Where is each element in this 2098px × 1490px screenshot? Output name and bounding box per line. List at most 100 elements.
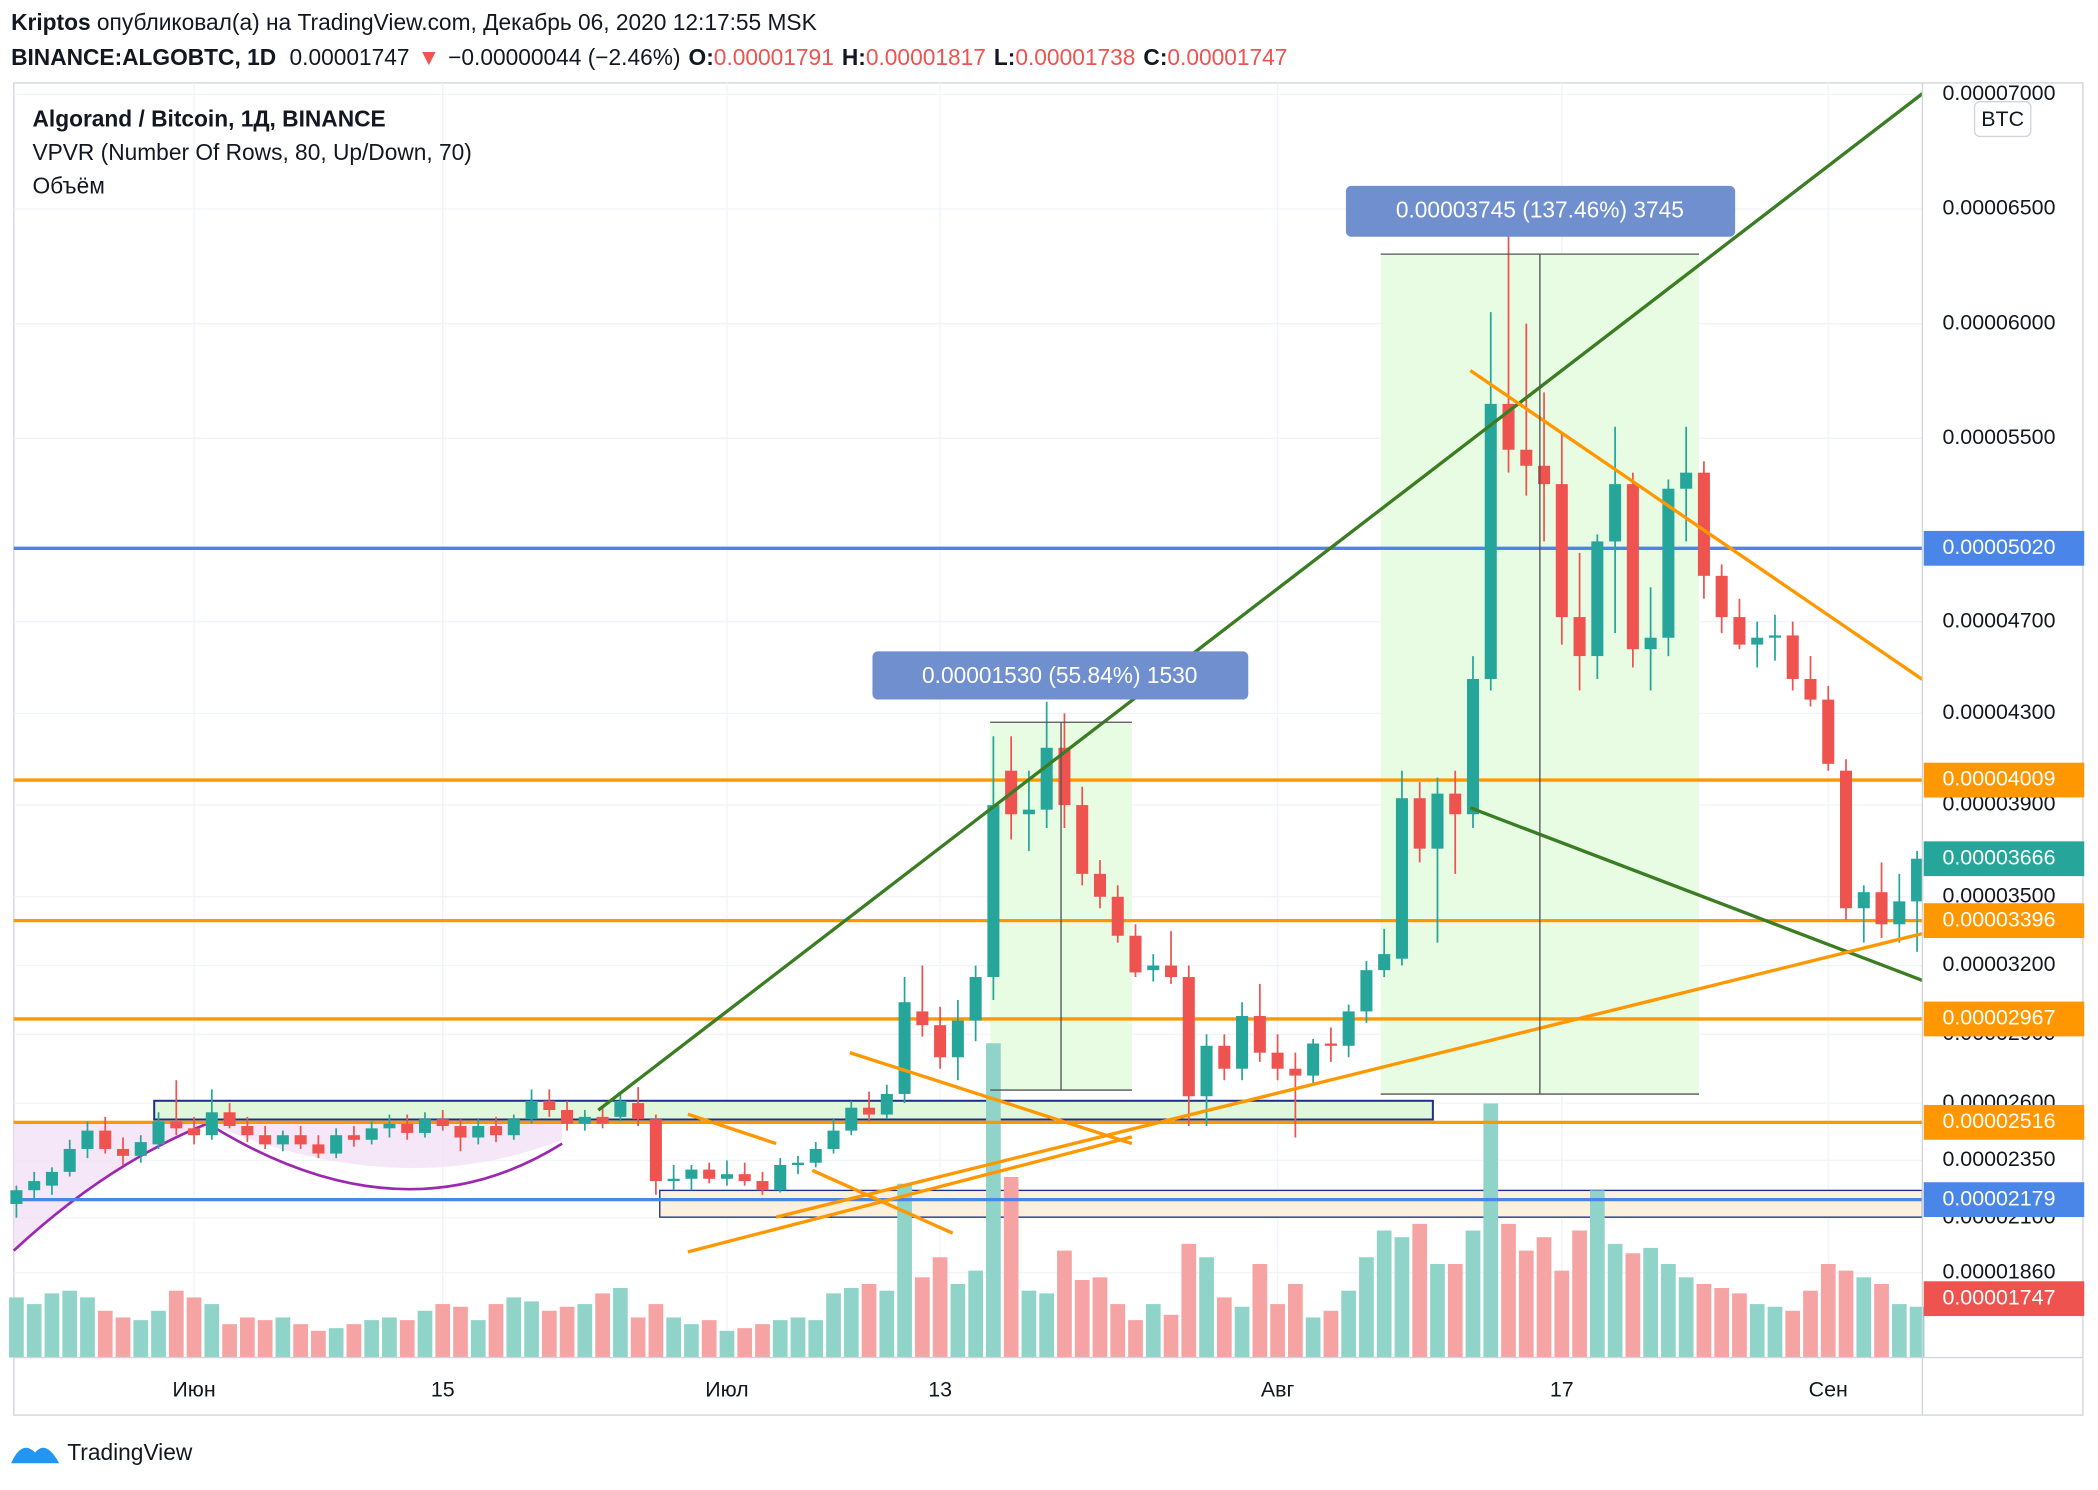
candle-body — [1715, 575, 1728, 618]
volume-bar — [1234, 1306, 1250, 1358]
volume-bar — [1856, 1277, 1872, 1358]
volume-bar — [9, 1297, 24, 1358]
candle-body — [1253, 1015, 1266, 1053]
arrow-line — [849, 1051, 1133, 1146]
ohlc-value: 0.00001791 — [714, 44, 834, 70]
volume-bar — [1092, 1277, 1108, 1358]
candle-body — [578, 1116, 591, 1124]
price-badge — [1923, 1182, 2085, 1218]
candle-body — [1360, 970, 1373, 1012]
volume-bar — [44, 1293, 60, 1358]
volume-bar — [648, 1304, 664, 1358]
volume-bar — [1749, 1304, 1765, 1358]
volume-bar — [293, 1324, 308, 1358]
change: −0.00000044 (−2.46%) — [448, 44, 680, 70]
price-badge — [1923, 1104, 2085, 1140]
candle-body — [436, 1119, 449, 1127]
volume-bar — [613, 1288, 628, 1358]
candle-body — [596, 1116, 609, 1124]
x-tick-label: Авг — [1261, 1378, 1295, 1402]
candle-body — [614, 1100, 627, 1117]
price-badge — [1923, 762, 2085, 798]
volume-bar — [1270, 1304, 1285, 1358]
candle-body — [205, 1112, 218, 1136]
volume-bar — [1518, 1250, 1534, 1358]
volume-bar — [1785, 1310, 1801, 1358]
x-tick-label: Июл — [705, 1378, 748, 1402]
candle-body — [649, 1119, 662, 1182]
candle-body — [1040, 747, 1053, 810]
price-badge-label: 0.00003666 — [1942, 845, 2055, 869]
candle-body — [809, 1148, 822, 1163]
candle-body — [1111, 896, 1124, 936]
candle-body — [1022, 809, 1035, 815]
volume-bar — [772, 1320, 788, 1358]
x-tick-label: 17 — [1550, 1378, 1574, 1402]
volume-bar — [1412, 1223, 1428, 1358]
y-tick-label: 0.00005500 — [1942, 425, 2055, 449]
volume-bar — [1767, 1306, 1783, 1358]
levels — [13, 546, 1923, 1202]
candle-body — [188, 1128, 201, 1136]
volume-bar — [755, 1324, 770, 1358]
candle-body — [1218, 1045, 1231, 1069]
candle-body — [507, 1119, 520, 1136]
volume-bar — [1891, 1304, 1907, 1358]
candle-body — [934, 1025, 947, 1058]
volume-bar — [950, 1284, 966, 1358]
candle-body — [880, 1093, 893, 1115]
volume-bar — [524, 1301, 539, 1358]
volume-bar — [1216, 1297, 1232, 1358]
candle-body — [1893, 901, 1906, 925]
candle-body — [134, 1142, 147, 1156]
volume-bar — [630, 1317, 646, 1358]
volume-bar — [1288, 1284, 1303, 1358]
volume-bar — [1803, 1290, 1818, 1358]
candle-body — [1431, 793, 1444, 849]
candle-body — [28, 1181, 41, 1191]
candle-body — [1733, 617, 1746, 645]
volume-bar — [1394, 1237, 1410, 1358]
volume-bar — [488, 1304, 504, 1358]
ohlc-label: L: — [994, 44, 1015, 70]
candle-body — [1129, 935, 1142, 973]
candle-body — [1413, 798, 1426, 849]
chart-frame — [13, 82, 2084, 1416]
price-badge-label: 0.00001747 — [1942, 1285, 2055, 1309]
candle-body — [1093, 873, 1106, 897]
y-tick-label: 0.00001860 — [1942, 1259, 2055, 1283]
symbol: BINANCE:ALGOBTC, 1D — [11, 44, 276, 70]
volume-bar — [97, 1310, 113, 1358]
candle-body — [1076, 805, 1089, 874]
candle-body — [1182, 977, 1195, 1097]
candle-body — [1395, 798, 1408, 959]
volume-bar — [1305, 1317, 1321, 1358]
candle-body — [1680, 472, 1693, 489]
candle-body — [63, 1148, 76, 1172]
volume-bar — [186, 1297, 202, 1358]
candle-body — [845, 1107, 858, 1131]
range-box — [659, 1189, 1924, 1218]
candle-body — [667, 1178, 680, 1182]
volume-bar — [1447, 1263, 1463, 1358]
volume-bar — [1359, 1257, 1374, 1358]
volume-bar — [204, 1304, 220, 1358]
volume-bar — [1536, 1237, 1552, 1358]
volume-bar — [1181, 1243, 1197, 1358]
candle-body — [1289, 1068, 1302, 1076]
volume-bar — [1589, 1190, 1605, 1358]
volume-bar — [1643, 1247, 1658, 1358]
volume-bar — [1465, 1230, 1481, 1358]
candle-body — [276, 1135, 289, 1145]
volume-bar — [737, 1328, 753, 1358]
volume-bar — [435, 1304, 451, 1358]
volume-bar — [1554, 1270, 1570, 1358]
trend-line — [775, 931, 1923, 1219]
logo — [11, 1447, 60, 1464]
volume-bar — [1376, 1230, 1392, 1358]
candle-body — [1324, 1043, 1337, 1046]
candle-body — [1342, 1011, 1355, 1046]
volume-bar — [1199, 1257, 1214, 1358]
candle-body — [1165, 965, 1178, 978]
